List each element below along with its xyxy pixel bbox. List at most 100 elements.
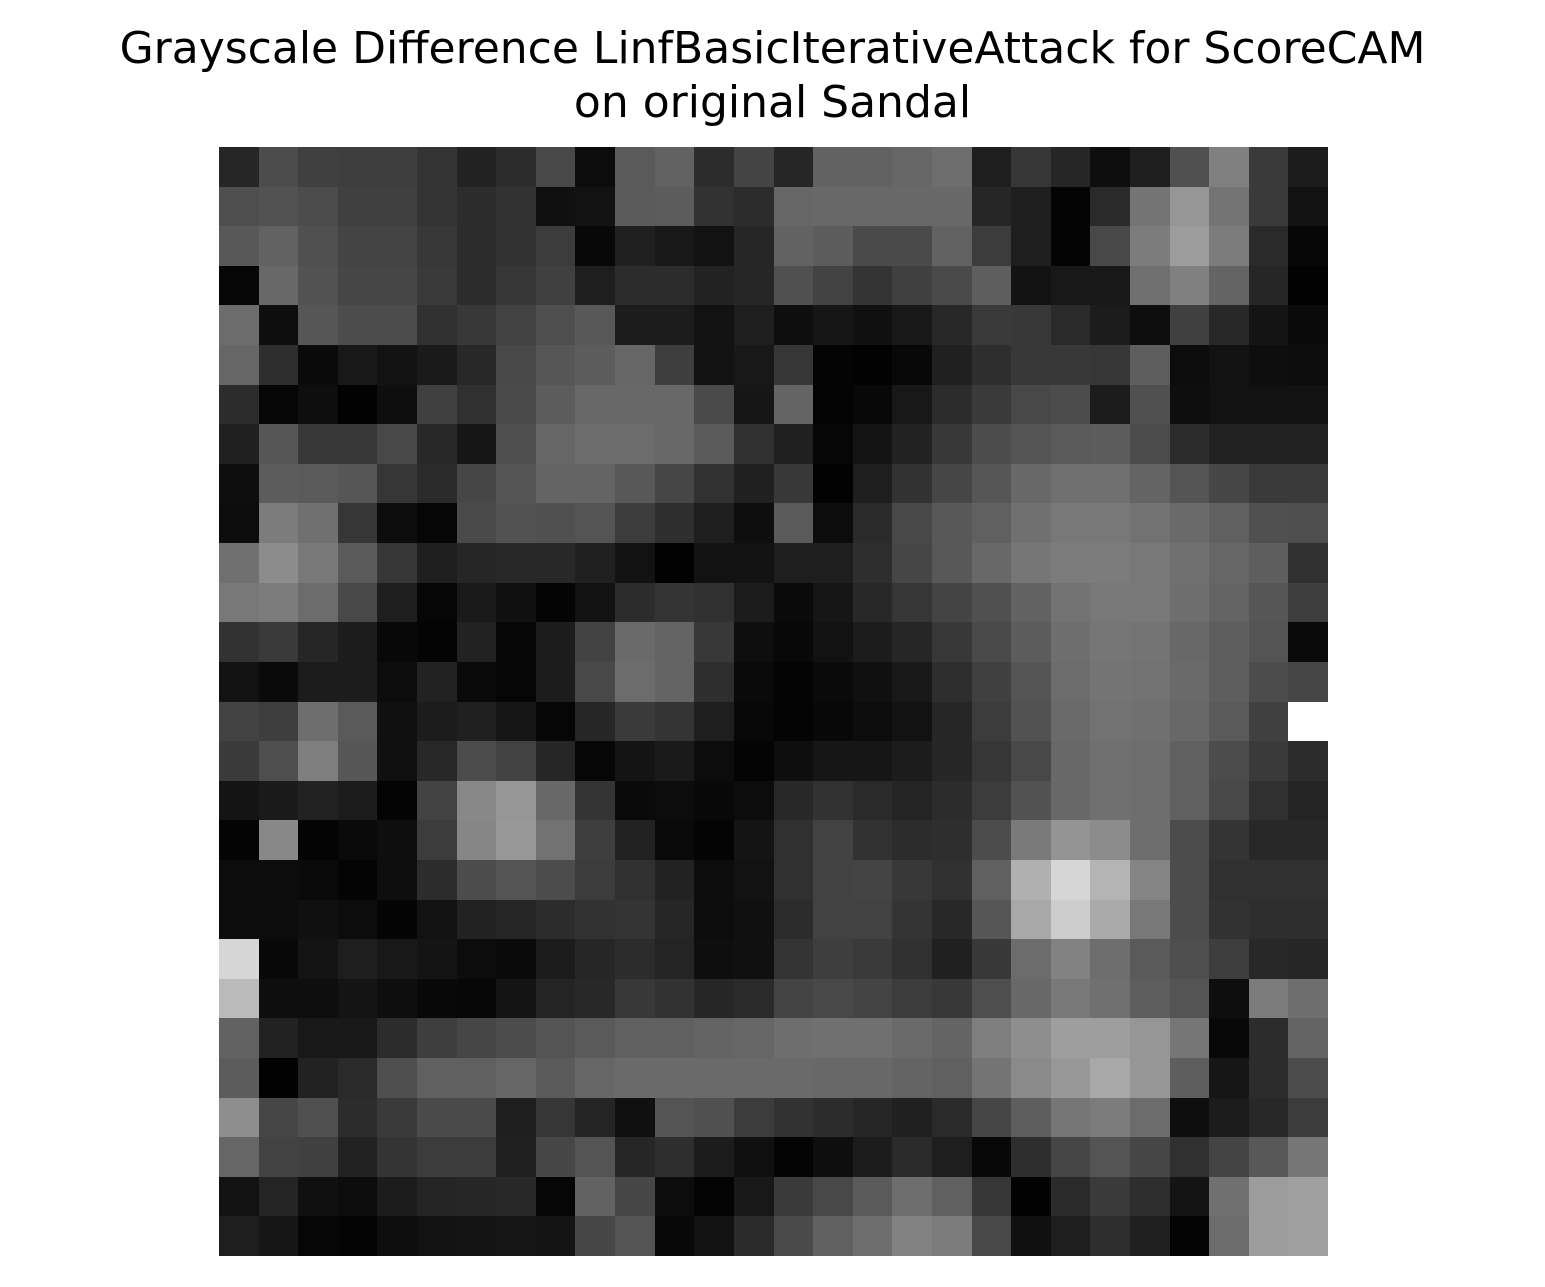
- heatmap-cell-r4-c2: [298, 305, 338, 345]
- heatmap-cell-r6-c19: [972, 385, 1011, 424]
- heatmap-cell-r21-c24: [1170, 979, 1209, 1018]
- heatmap-cell-r20-c4: [377, 939, 417, 979]
- heatmap-cell-r20-c23: [1130, 939, 1170, 979]
- heatmap-cell-r8-c9: [575, 464, 615, 503]
- heatmap-cell-r23-c18: [932, 1058, 972, 1098]
- heatmap-cell-r4-c20: [1011, 305, 1051, 345]
- heatmap-cell-r25-c2: [298, 1137, 338, 1177]
- heatmap-cell-r4-c13: [734, 305, 774, 345]
- heatmap-cell-r5-c14: [774, 345, 813, 385]
- heatmap-cell-r16-c15: [813, 781, 853, 820]
- heatmap-cell-r22-c12: [694, 1018, 734, 1058]
- heatmap-cell-r4-c3: [338, 305, 377, 345]
- heatmap-cell-r8-c14: [774, 464, 813, 503]
- heatmap-cell-r3-c22: [1090, 266, 1130, 305]
- heatmap-cell-r15-c8: [536, 741, 575, 781]
- heatmap-cell-r17-c5: [417, 820, 457, 860]
- heatmap-cell-r3-c26: [1249, 266, 1288, 305]
- heatmap-cell-r6-c3: [338, 385, 377, 424]
- heatmap-cell-r17-c21: [1051, 820, 1090, 860]
- heatmap-cell-r6-c11: [655, 385, 694, 424]
- heatmap-cell-r15-c20: [1011, 741, 1051, 781]
- heatmap-cell-r3-c11: [655, 266, 694, 305]
- heatmap-cell-r10-c0: [219, 543, 259, 583]
- heatmap-cell-r18-c9: [575, 860, 615, 900]
- heatmap-cell-r16-c2: [298, 781, 338, 820]
- heatmap-cell-r19-c10: [615, 900, 655, 939]
- heatmap-cell-r19-c9: [575, 900, 615, 939]
- heatmap-cell-r24-c2: [298, 1098, 338, 1137]
- heatmap-cell-r22-c10: [615, 1018, 655, 1058]
- heatmap-cell-r2-c8: [536, 226, 575, 266]
- heatmap-cell-r17-c0: [219, 820, 259, 860]
- heatmap-cell-r10-c23: [1130, 543, 1170, 583]
- heatmap-cell-r2-c7: [496, 226, 536, 266]
- heatmap-cell-r4-c15: [813, 305, 853, 345]
- heatmap-cell-r12-c1: [259, 622, 298, 662]
- heatmap-cell-r13-c5: [417, 662, 457, 702]
- heatmap-cell-r23-c1: [259, 1058, 298, 1098]
- heatmap-cell-r20-c17: [892, 939, 932, 979]
- heatmap-cell-r16-c11: [655, 781, 694, 820]
- heatmap-cell-r18-c25: [1209, 860, 1249, 900]
- heatmap-cell-r0-c10: [615, 147, 655, 187]
- heatmap-cell-r4-c4: [377, 305, 417, 345]
- heatmap-cell-r10-c5: [417, 543, 457, 583]
- heatmap-cell-r9-c6: [457, 503, 496, 543]
- heatmap-cell-r11-c3: [338, 583, 377, 622]
- heatmap-cell-r21-c25: [1209, 979, 1249, 1018]
- heatmap-cell-r5-c2: [298, 345, 338, 385]
- heatmap-cell-r14-c6: [457, 702, 496, 741]
- heatmap-cell-r1-c21: [1051, 187, 1090, 226]
- heatmap-cell-r2-c2: [298, 226, 338, 266]
- heatmap-cell-r15-c6: [457, 741, 496, 781]
- heatmap-cell-r11-c26: [1249, 583, 1288, 622]
- heatmap-cell-r11-c12: [694, 583, 734, 622]
- heatmap-cell-r19-c8: [536, 900, 575, 939]
- heatmap-cell-r20-c16: [853, 939, 892, 979]
- heatmap-cell-r22-c13: [734, 1018, 774, 1058]
- heatmap-cell-r1-c24: [1170, 187, 1209, 226]
- heatmap-cell-r26-c9: [575, 1177, 615, 1216]
- heatmap-cell-r8-c12: [694, 464, 734, 503]
- heatmap-cell-r26-c5: [417, 1177, 457, 1216]
- heatmap-cell-r23-c5: [417, 1058, 457, 1098]
- heatmap-cell-r8-c0: [219, 464, 259, 503]
- heatmap-cell-r17-c18: [932, 820, 972, 860]
- heatmap-cell-r6-c20: [1011, 385, 1051, 424]
- heatmap-cell-r15-c5: [417, 741, 457, 781]
- heatmap-cell-r15-c19: [972, 741, 1011, 781]
- heatmap-cell-r0-c2: [298, 147, 338, 187]
- heatmap-cell-r13-c21: [1051, 662, 1090, 702]
- heatmap-cell-r1-c2: [298, 187, 338, 226]
- heatmap-cell-r11-c6: [457, 583, 496, 622]
- heatmap-cell-r20-c24: [1170, 939, 1209, 979]
- heatmap-cell-r25-c9: [575, 1137, 615, 1177]
- heatmap-cell-r21-c3: [338, 979, 377, 1018]
- heatmap-cell-r4-c21: [1051, 305, 1090, 345]
- heatmap-cell-r22-c2: [298, 1018, 338, 1058]
- heatmap-cell-r6-c5: [417, 385, 457, 424]
- heatmap-cell-r14-c24: [1170, 702, 1209, 741]
- heatmap-cell-r18-c18: [932, 860, 972, 900]
- heatmap-cell-r2-c10: [615, 226, 655, 266]
- heatmap-cell-r5-c25: [1209, 345, 1249, 385]
- heatmap-cell-r16-c16: [853, 781, 892, 820]
- heatmap-cell-r27-c4: [377, 1216, 417, 1256]
- heatmap-cell-r21-c20: [1011, 979, 1051, 1018]
- heatmap-cell-r4-c22: [1090, 305, 1130, 345]
- heatmap-cell-r20-c22: [1090, 939, 1130, 979]
- heatmap-cell-r7-c6: [457, 424, 496, 464]
- heatmap-cell-r3-c3: [338, 266, 377, 305]
- heatmap-cell-r21-c5: [417, 979, 457, 1018]
- heatmap-cell-r1-c9: [575, 187, 615, 226]
- heatmap-cell-r18-c22: [1090, 860, 1130, 900]
- heatmap-cell-r3-c27: [1288, 266, 1328, 305]
- heatmap-cell-r14-c16: [853, 702, 892, 741]
- heatmap-cell-r21-c14: [774, 979, 813, 1018]
- heatmap-cell-r9-c14: [774, 503, 813, 543]
- heatmap-cell-r3-c21: [1051, 266, 1090, 305]
- heatmap-cell-r4-c7: [496, 305, 536, 345]
- heatmap-cell-r16-c19: [972, 781, 1011, 820]
- heatmap-cell-r10-c11: [655, 543, 694, 583]
